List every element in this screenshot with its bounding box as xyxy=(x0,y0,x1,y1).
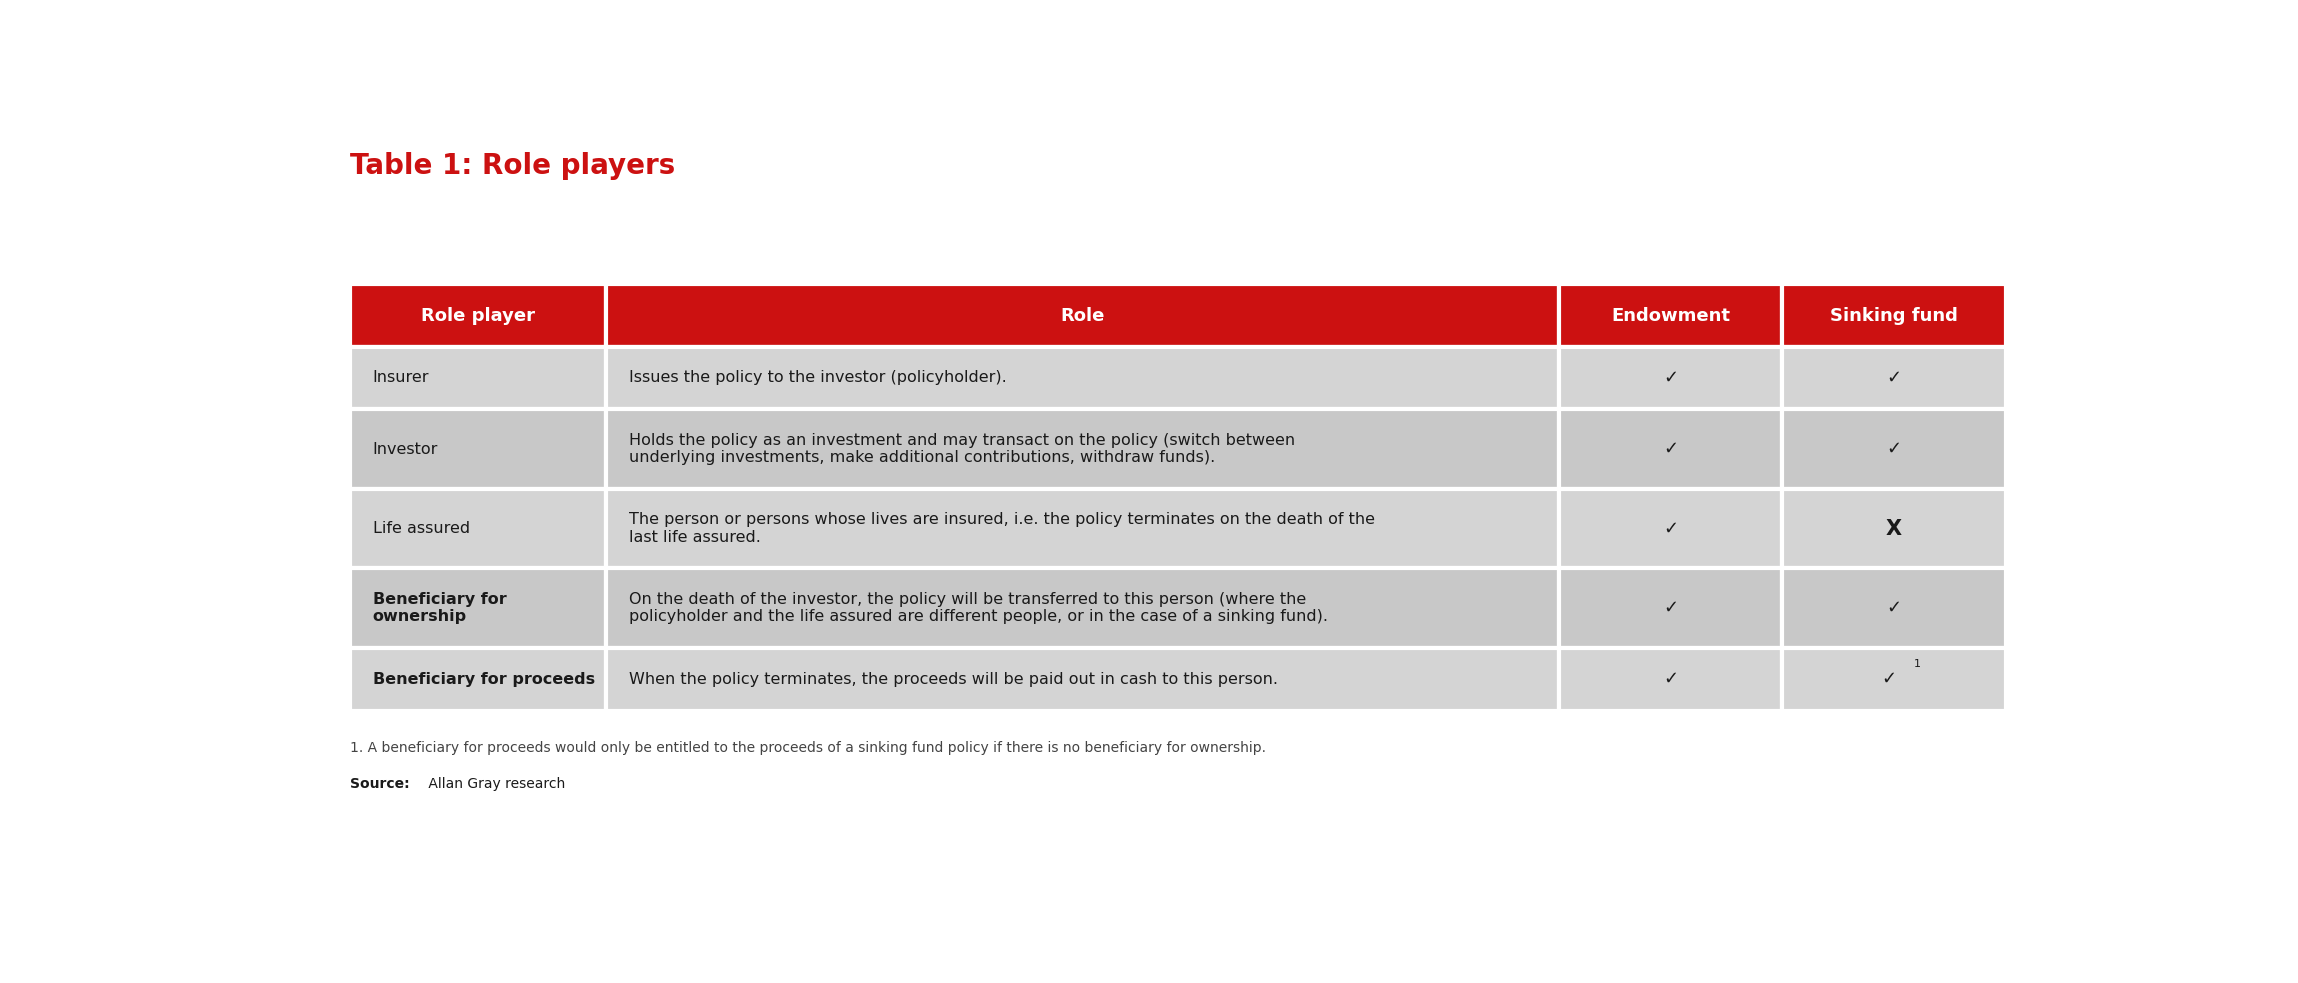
Bar xyxy=(1558,347,1783,409)
Text: 1. A beneficiary for proceeds would only be entitled to the proceeds of a sinkin: 1. A beneficiary for proceeds would only… xyxy=(349,741,1266,755)
Text: 1: 1 xyxy=(1914,659,1921,669)
Text: When the policy terminates, the proceeds will be paid out in cash to this person: When the policy terminates, the proceeds… xyxy=(630,671,1278,687)
Bar xyxy=(1783,284,2006,347)
Bar xyxy=(1558,568,1783,648)
Bar xyxy=(349,284,607,347)
Bar xyxy=(1783,347,2006,409)
Text: ✓: ✓ xyxy=(1882,670,1896,688)
Bar xyxy=(1558,409,1783,489)
Bar xyxy=(607,347,1558,409)
Bar xyxy=(607,284,1558,347)
Text: On the death of the investor, the policy will be transferred to this person (whe: On the death of the investor, the policy… xyxy=(630,592,1328,624)
Text: Source:: Source: xyxy=(349,778,409,791)
Text: ✓: ✓ xyxy=(1664,599,1678,617)
Text: X: X xyxy=(1887,519,1903,539)
Text: ✓: ✓ xyxy=(1664,369,1678,387)
Text: Table 1: Role players: Table 1: Role players xyxy=(349,152,676,180)
Text: ✓: ✓ xyxy=(1664,520,1678,538)
Bar xyxy=(1558,489,1783,568)
Bar xyxy=(1783,489,2006,568)
Bar xyxy=(1783,568,2006,648)
Text: ✓: ✓ xyxy=(1887,599,1903,617)
Text: Issues the policy to the investor (policyholder).: Issues the policy to the investor (polic… xyxy=(630,371,1007,385)
Text: Holds the policy as an investment and may transact on the policy (switch between: Holds the policy as an investment and ma… xyxy=(630,433,1296,465)
Text: ✓: ✓ xyxy=(1887,440,1903,458)
Bar xyxy=(1783,409,2006,489)
Bar xyxy=(349,489,607,568)
Text: Beneficiary for proceeds: Beneficiary for proceeds xyxy=(372,671,595,687)
Bar xyxy=(607,648,1558,711)
Text: ✓: ✓ xyxy=(1664,670,1678,688)
Bar xyxy=(349,648,607,711)
Text: ✓: ✓ xyxy=(1664,440,1678,458)
Bar xyxy=(349,409,607,489)
Text: Allan Gray research: Allan Gray research xyxy=(425,778,565,791)
Text: Sinking fund: Sinking fund xyxy=(1829,307,1958,324)
Text: Beneficiary for
ownership: Beneficiary for ownership xyxy=(372,592,506,624)
Bar xyxy=(1558,648,1783,711)
Bar xyxy=(607,409,1558,489)
Text: Investor: Investor xyxy=(372,441,439,457)
Bar xyxy=(1558,284,1783,347)
Bar xyxy=(349,347,607,409)
Text: Role player: Role player xyxy=(421,307,535,324)
Text: Endowment: Endowment xyxy=(1611,307,1730,324)
Text: Role: Role xyxy=(1059,307,1105,324)
Text: Life assured: Life assured xyxy=(372,521,469,536)
Bar xyxy=(607,489,1558,568)
Bar xyxy=(349,568,607,648)
Bar xyxy=(607,568,1558,648)
Text: The person or persons whose lives are insured, i.e. the policy terminates on the: The person or persons whose lives are in… xyxy=(630,512,1377,545)
Text: ✓: ✓ xyxy=(1887,369,1903,387)
Text: Insurer: Insurer xyxy=(372,371,430,385)
Bar xyxy=(1783,648,2006,711)
